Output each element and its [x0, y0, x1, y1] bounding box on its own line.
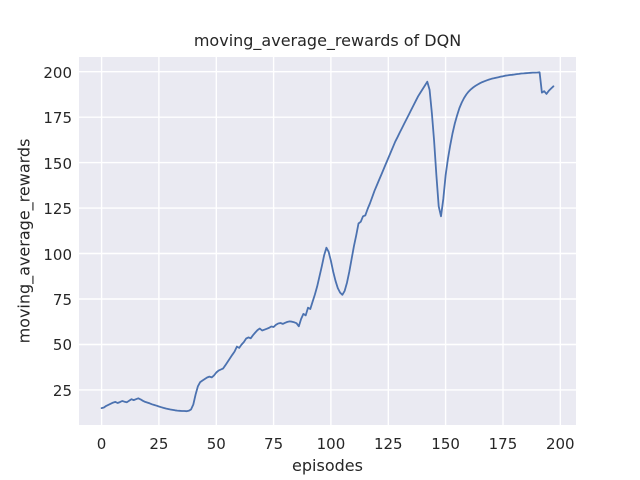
- plot-canvas: [79, 57, 576, 425]
- axes-background: [79, 57, 576, 425]
- x-tick-label: 75: [264, 435, 284, 453]
- x-axis-label: episodes: [292, 456, 363, 475]
- y-tick-label: 200: [43, 63, 72, 82]
- series-line: [100, 71, 555, 413]
- plot-area: [79, 57, 576, 425]
- y-tick-label: 25: [52, 381, 72, 400]
- y-tick-label: 100: [43, 245, 72, 264]
- x-tick-label: 50: [206, 435, 226, 453]
- x-tick-label: 125: [373, 435, 403, 453]
- y-tick-label: 50: [52, 336, 72, 355]
- x-tick-label: 25: [149, 435, 169, 453]
- x-tick-label: 0: [96, 435, 107, 453]
- chart-title: moving_average_rewards of DQN: [193, 31, 462, 50]
- y-tick-label: 150: [43, 154, 72, 173]
- y-tick-label: 75: [52, 291, 72, 309]
- x-tick-label: 150: [431, 435, 460, 453]
- y-tick-label: 175: [43, 109, 72, 128]
- x-tick-label: 200: [545, 435, 575, 453]
- y-axis-label: moving_average_rewards: [14, 138, 34, 344]
- x-tick-label: 100: [316, 435, 346, 453]
- x-tick-label: 175: [488, 435, 518, 453]
- y-tick-label: 125: [43, 200, 72, 219]
